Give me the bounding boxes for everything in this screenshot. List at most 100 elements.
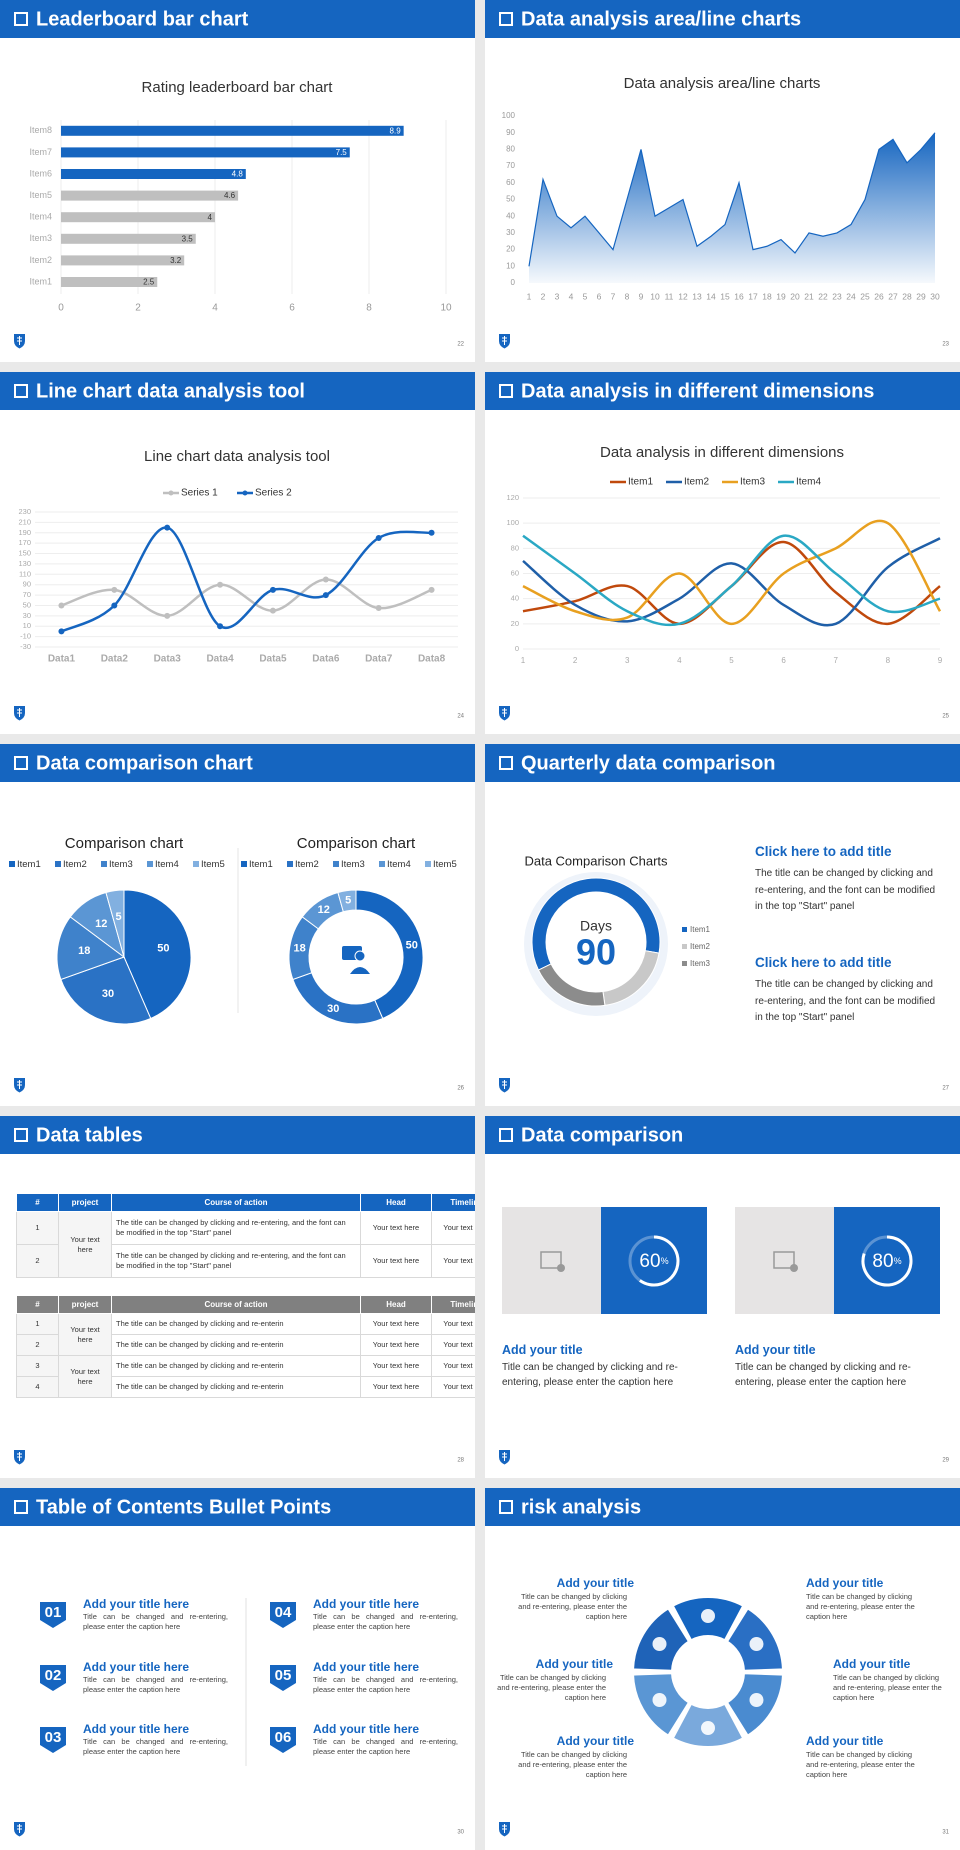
x-tick-label: 10 [650,291,660,301]
slide-title: Line chart data analysis tool [36,380,305,402]
image-placeholder [735,1207,834,1314]
cycle-icon [701,1721,715,1735]
x-tick-label: Data3 [154,654,182,665]
item-number: 04 [275,1604,292,1621]
area [529,132,935,283]
legend-label: Series 2 [255,488,292,499]
bar [61,255,185,266]
center-value: 90 [576,932,616,973]
legend-swatch [287,861,293,867]
slide-title: Table of Contents Bullet Points [36,1496,331,1518]
image-icon [540,1251,562,1269]
value-label: 3.2 [170,256,182,265]
logo-mark [17,336,22,345]
x-tick-label: 4 [677,656,682,665]
slide-title: Data analysis area/line charts [521,8,801,30]
page-number: 24 [457,714,464,720]
legend-label: Series 1 [181,488,218,499]
slide: risk analysis 31 Add your title Title can b… [485,1488,960,1850]
pie-slice [105,889,125,958]
x-tick-label: 2 [573,656,578,665]
y-tick-label: 150 [18,549,31,558]
x-tick-label: Data4 [206,654,234,665]
point [58,602,65,609]
x-tick-label: 8 [366,303,372,314]
cell: Your text here [360,1376,432,1398]
bar [61,147,350,158]
slide-canvas: Leaderboard bar chart 22 Rating leaderboar… [0,0,475,349]
legend-swatch [425,861,431,867]
x-tick-label: 8 [886,656,891,665]
x-tick-label: 24 [846,291,856,301]
x-tick-label: 6 [289,303,295,314]
x-tick-label: 11 [665,291,674,301]
action-cell: The title can be changed by clicking and… [111,1355,361,1377]
header-icon [499,1500,513,1514]
project-cell: Your text here [58,1211,112,1278]
item-text: Title can be changed and re-entering, pl… [313,1737,458,1756]
x-tick-label: 9 [938,656,943,665]
point [164,612,171,619]
legend-label: Item1 [628,477,653,488]
risk-text: Title can be changed by clicking and re-… [497,1673,606,1702]
cell: Your text here [360,1211,432,1245]
item-number: 05 [275,1667,292,1684]
cell: Your text here [360,1355,432,1377]
x-tick-label: Data5 [259,654,287,665]
y-tick-label: 210 [18,517,31,526]
action-cell: The title can be changed by clicking and… [111,1211,361,1245]
logo-mark [17,1080,22,1089]
chart-title: Data analysis area/line charts [624,75,821,92]
y-tick-label: -30 [20,642,31,651]
x-tick-label: 4 [212,303,218,314]
risk-text: Title can be changed by clicking and re-… [518,1750,627,1779]
category-label: Item4 [29,212,52,222]
legend-label: Item3 [740,477,765,488]
value-label: 4.6 [224,191,236,200]
y-tick-label: 170 [18,538,31,547]
cycle-icon [652,1693,667,1707]
x-tick-label: 5 [729,656,734,665]
category-label: Item1 [29,276,52,286]
cycle-icon [652,1637,667,1651]
slide-canvas: Data analysis area/line charts 23 Data ana… [485,0,960,349]
cell: Your text here [360,1334,432,1356]
card-title: Add your title [502,1343,583,1357]
legend-swatch [147,861,153,867]
slide: Line chart data analysis tool 24 Line char… [0,372,475,734]
y-tick-label: 100 [506,518,519,527]
legend-label: Item3 [690,959,711,968]
page-number: 29 [942,1458,949,1464]
point [428,529,435,536]
x-tick-label: 18 [762,291,772,301]
x-tick-label: 14 [706,291,716,301]
y-tick-label: 60 [511,568,519,577]
y-tick-label: 0 [515,644,519,653]
y-tick-label: 40 [511,594,519,603]
x-tick-label: 1 [527,291,532,301]
page-number: 22 [457,342,464,348]
item-text: Title can be changed and re-entering, pl… [313,1675,458,1694]
card-text: Title can be changed by clicking and re-… [735,1362,911,1388]
pie-slice [60,956,152,1025]
point [269,607,276,614]
x-tick-label: 27 [888,291,898,301]
value-label: 18 [294,942,306,954]
x-tick-label: 10 [440,303,452,314]
item-text: Title can be changed and re-entering, pl… [313,1612,458,1631]
cycle-icon [749,1693,764,1707]
y-tick-label: 230 [18,507,31,516]
page-number: 27 [942,1086,949,1092]
category-label: Item2 [29,255,52,265]
legend-label: Item5 [201,859,225,870]
slide-title: risk analysis [521,1496,641,1518]
x-tick-label: 15 [720,291,730,301]
header-bar [0,0,475,38]
table-row: 1 Your text here The title can be changed … [16,1313,475,1356]
number-badge [40,1665,66,1691]
x-tick-label: 3 [625,656,630,665]
cell: Your text here [431,1244,475,1278]
pie-slice [123,889,192,1020]
project-cell: Your text here [58,1313,112,1356]
